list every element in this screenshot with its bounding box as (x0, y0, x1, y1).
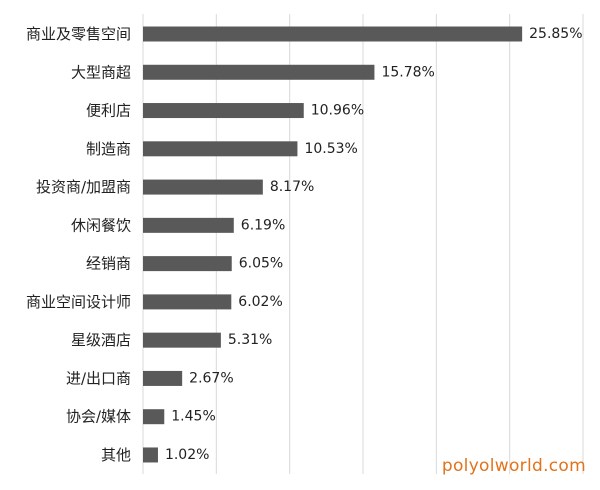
bar (143, 179, 263, 195)
category-label: 大型商超 (71, 63, 131, 81)
category-label: 商业及零售空间 (26, 25, 131, 43)
bar (143, 103, 304, 119)
category-label: 商业空间设计师 (26, 293, 131, 311)
bar (143, 294, 232, 310)
category-label: 协会/媒体 (66, 408, 131, 426)
category-label: 经销商 (86, 255, 131, 273)
bar (143, 447, 158, 463)
value-label: 8.17% (270, 179, 314, 195)
category-label: 便利店 (86, 102, 131, 120)
watermark-text: polyolworld.com (441, 456, 586, 476)
value-label: 6.19% (241, 217, 285, 233)
bar (143, 332, 221, 348)
value-label: 15.78% (381, 64, 434, 80)
category-label: 进/出口商 (66, 369, 131, 387)
category-label: 星级酒店 (71, 331, 131, 349)
category-label: 制造商 (86, 140, 131, 158)
bar (143, 217, 234, 233)
value-label: 2.67% (189, 370, 233, 386)
value-label: 1.45% (171, 409, 215, 425)
bar (143, 141, 298, 157)
category-label: 休闲餐饮 (71, 216, 131, 234)
value-label: 6.05% (239, 256, 283, 272)
value-label: 10.53% (304, 141, 357, 157)
category-label: 投资商/加盟商 (36, 178, 131, 196)
bar (143, 370, 183, 386)
bar (143, 26, 523, 42)
value-label: 6.02% (238, 294, 282, 310)
value-label: 1.02% (165, 447, 209, 463)
value-label: 10.96% (311, 103, 364, 119)
category-label: 其他 (101, 446, 131, 464)
bar (143, 256, 232, 272)
value-label: 5.31% (228, 332, 272, 348)
bar (143, 409, 165, 425)
value-label: 25.85% (529, 26, 582, 42)
bar (143, 64, 375, 80)
